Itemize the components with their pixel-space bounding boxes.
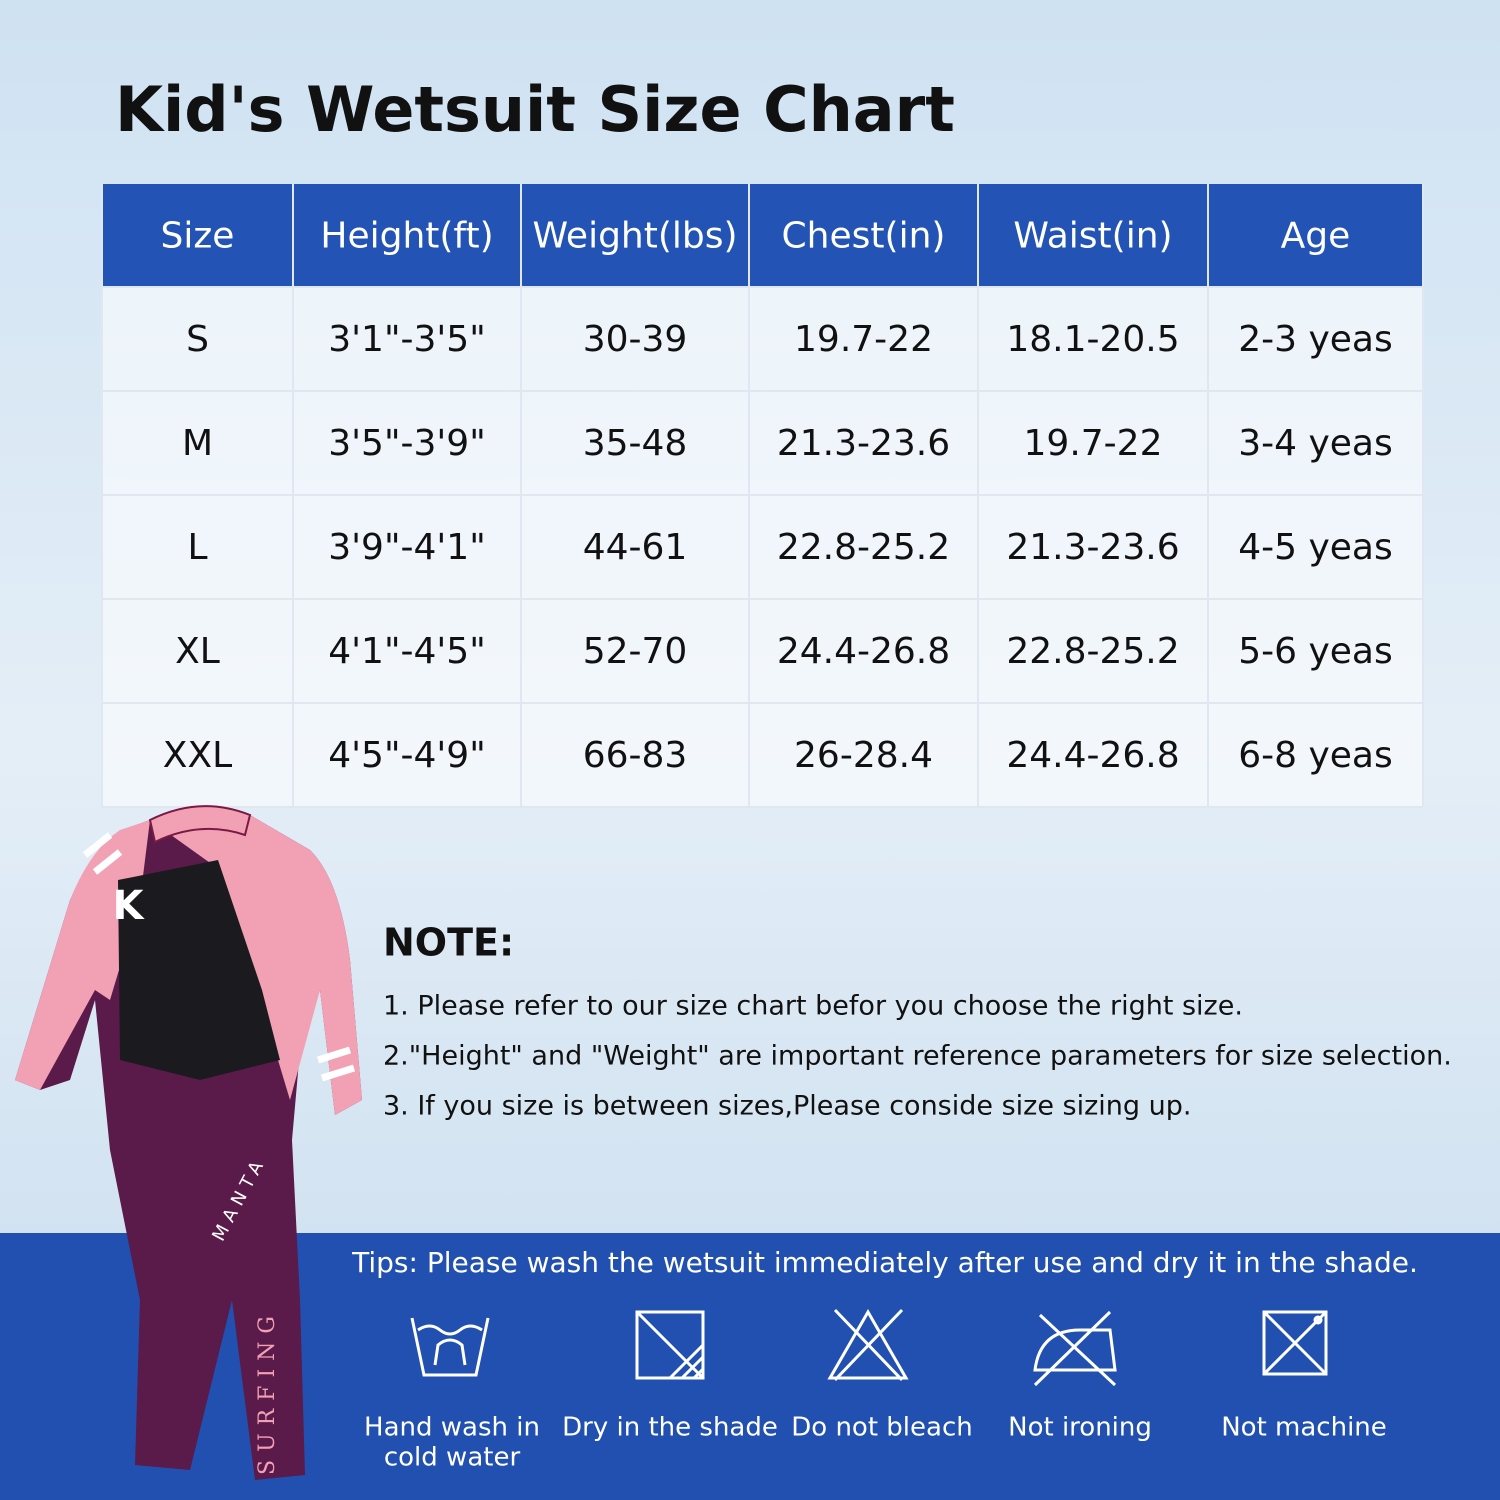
icon-no-iron [1033,1310,1117,1387]
cell: 3'1"-3'5" [328,319,486,360]
row-bg [102,391,1423,495]
header-cell: Weight(lbs) [532,216,737,257]
cell: 3'5"-3'9" [328,423,486,464]
row-bg [102,287,1423,391]
cell: 19.7-22 [1024,423,1163,464]
cell: 26-28.4 [794,735,933,776]
cell: 2-3 yeas [1238,319,1393,360]
cell: XXL [163,735,232,776]
cell: 6-8 yeas [1238,735,1393,776]
cell: L [187,527,207,568]
notes: 1. Please refer to our size chart befor … [383,991,1452,1122]
note-item: 3. If you size is between sizes,Please c… [383,1091,1191,1122]
care-label: Do not bleach [791,1413,972,1443]
care-label: cold water [384,1443,521,1473]
cell: S [186,319,209,360]
cell: 19.7-22 [794,319,933,360]
cell: 3-4 yeas [1238,423,1393,464]
cell: 52-70 [583,631,688,672]
cell: 22.8-25.2 [777,527,950,568]
tips: Tips: Please wash the wetsuit immediatel… [351,1246,1418,1279]
row-bg [102,703,1423,807]
cell: 21.3-23.6 [777,423,950,464]
header-cell: Waist(in) [1013,216,1172,257]
size-table: Size Height(ft) Weight(lbs) Chest(in) Waist(… [101,184,1424,808]
cell: 66-83 [583,735,688,776]
icon-dry-shade [635,1310,705,1380]
row-bg [102,495,1423,599]
cell: 44-61 [583,527,688,568]
care-label: Dry in the shade [562,1413,778,1443]
header-bg [102,184,1423,287]
note-item: 2."Height" and "Weight" are important re… [383,1041,1452,1072]
care-label: Not ironing [1008,1413,1152,1443]
cell: 5-6 yeas [1238,631,1393,672]
cell: M [182,423,213,464]
cell: 30-39 [583,319,688,360]
cell: 4'5"-4'9" [328,735,486,776]
cell: 24.4-26.8 [777,631,950,672]
wetsuit: K MANTA SURFING [15,805,362,1480]
wetsuit-print: SURFING [255,1308,280,1475]
row-bg [102,599,1423,703]
icon-hand-wash [410,1317,490,1377]
cell: 24.4-26.8 [1006,735,1179,776]
header-cell: Age [1281,216,1351,257]
title: Kid's Wetsuit Size Chart [115,73,955,146]
cell: 18.1-20.5 [1006,319,1179,360]
care-label: Not machine [1221,1413,1387,1443]
cell: 22.8-25.2 [1006,631,1179,672]
header-cell: Size [161,216,235,257]
note-item: 1. Please refer to our size chart befor … [383,991,1243,1022]
cell: XL [175,631,220,672]
note-title: NOTE: [383,921,514,965]
cell: 4-5 yeas [1238,527,1393,568]
cell: 21.3-23.6 [1006,527,1179,568]
wetsuit-logo: K [113,883,146,929]
cell: 3'9"-4'1" [328,527,486,568]
header-cell: Height(ft) [320,216,493,257]
icon-no-machine [1262,1310,1328,1376]
cell: 35-48 [583,423,688,464]
icon-no-bleach [827,1308,909,1382]
cell: 4'1"-4'5" [328,631,486,672]
header-cell: Chest(in) [782,216,946,257]
care-label: Hand wash in [364,1413,540,1443]
